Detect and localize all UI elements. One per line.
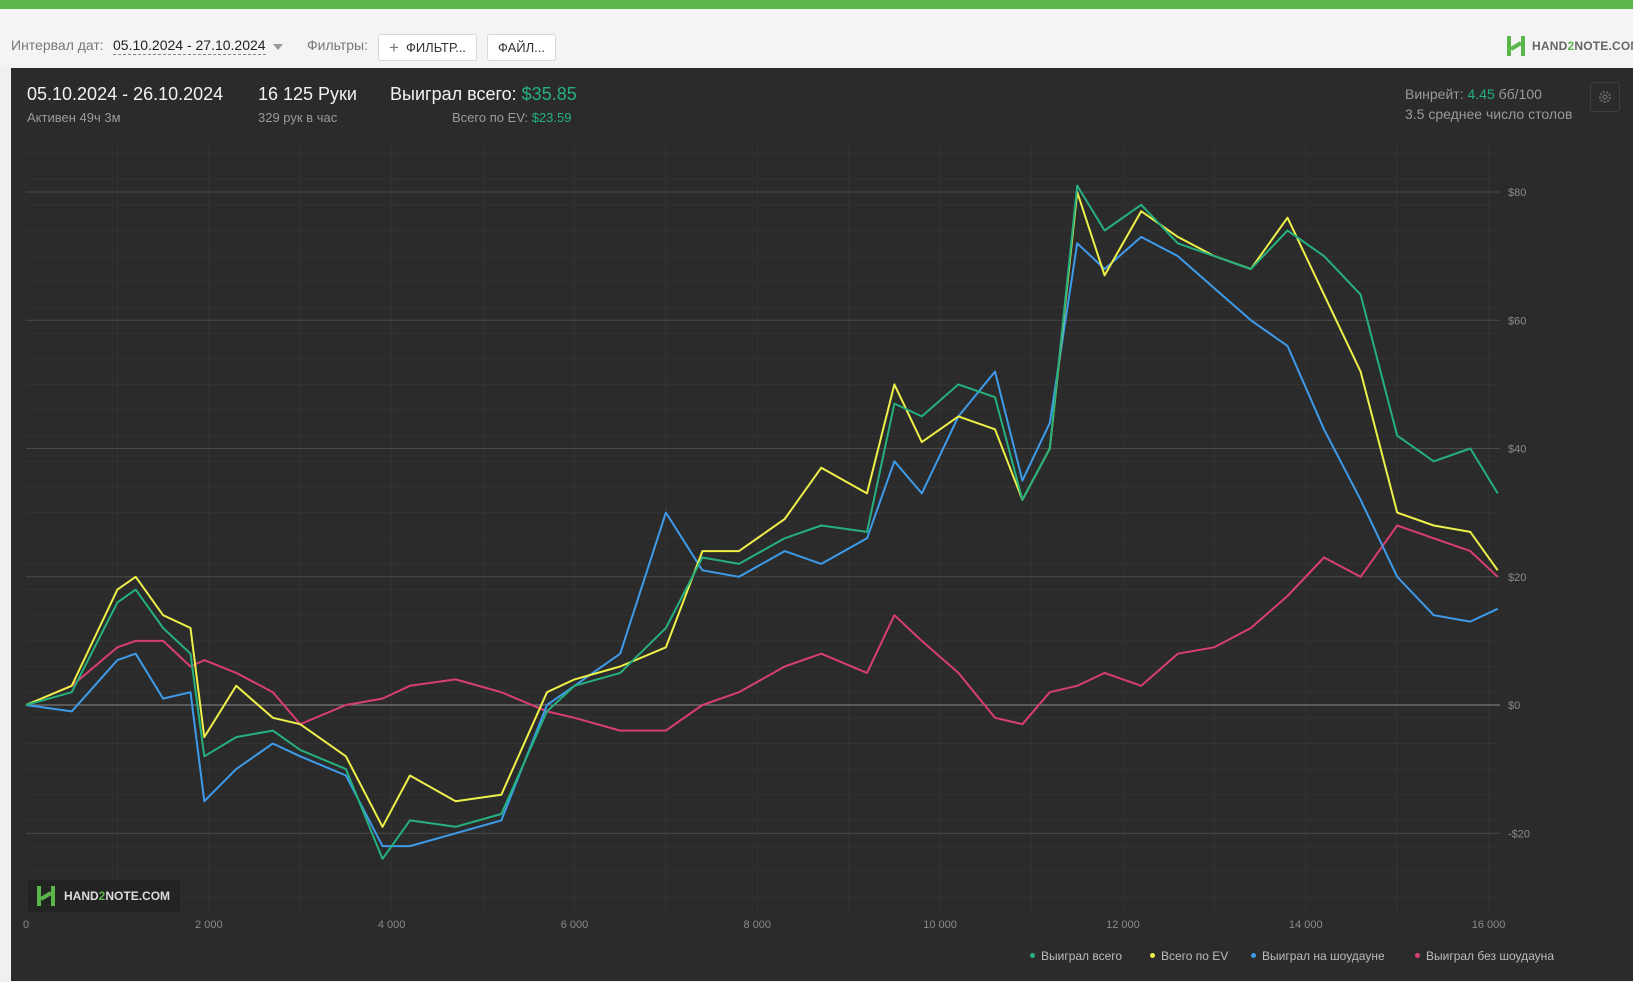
ev-total-value: $23.59 [531, 110, 572, 125]
series-line-3 [25, 524, 1499, 732]
brand-logo[interactable]: HAND2NOTE.COM [1506, 35, 1633, 57]
chevron-down-icon[interactable] [273, 44, 283, 50]
x-tick-label: 12 000 [1106, 919, 1140, 931]
legend-dot-icon [1030, 953, 1035, 959]
period-range: 05.10.2024 - 26.10.2024 [27, 84, 224, 104]
legend-dot-icon [1150, 953, 1155, 959]
settings-button[interactable] [1590, 82, 1620, 112]
legend-item[interactable]: Выиграл на шоудауне [1251, 949, 1385, 963]
date-interval-label: Интервал дат: [11, 37, 104, 53]
x-tick-label: 2 000 [195, 919, 223, 931]
active-time: Активен 49ч 3м [27, 110, 121, 125]
plus-icon: + [389, 38, 399, 57]
winrate-value: 4.45 [1467, 86, 1495, 102]
x-tick-label: 6 000 [561, 919, 589, 931]
watermark-logo: HAND2NOTE.COM [28, 880, 180, 912]
legend-item[interactable]: Выиграл всего [1030, 949, 1122, 963]
hands-per-hour: 329 рук в час [258, 110, 338, 125]
y-tick-label: $40 [1508, 444, 1526, 456]
add-filter-label: ФИЛЬТР... [405, 40, 466, 55]
winrate-label: Винрейт: [1405, 86, 1464, 102]
file-button-label: ФАЙЛ... [498, 40, 545, 55]
y-tick-label: $0 [1508, 700, 1520, 712]
legend-dot-icon [1415, 953, 1420, 959]
won-total-label: Выиграл всего: [390, 84, 517, 104]
series-line-0 [25, 184, 1499, 860]
x-tick-label: 10 000 [923, 919, 957, 931]
top-accent-bar [0, 0, 1633, 9]
y-tick-label: $60 [1508, 315, 1526, 327]
gear-icon [1599, 91, 1611, 103]
date-interval-selector[interactable]: 05.10.2024 - 27.10.2024 [113, 37, 266, 55]
ev-total-label: Всего по EV: [452, 110, 529, 125]
legend-label: Выиграл без шоудауна [1426, 949, 1554, 963]
legend-item[interactable]: Всего по EV [1150, 949, 1228, 963]
watermark-text: HAND2NOTE.COM [64, 889, 171, 903]
winrate-unit: бб/100 [1498, 86, 1542, 102]
won-total-value: $35.85 [521, 84, 577, 104]
y-tick-label: -$20 [1508, 828, 1530, 840]
add-filter-button[interactable]: + ФИЛЬТР... [378, 34, 477, 61]
file-button[interactable]: ФАЙЛ... [487, 34, 556, 61]
y-tick-label: $80 [1508, 187, 1526, 199]
toolbar: Интервал дат: 05.10.2024 - 27.10.2024 Фи… [0, 9, 1633, 67]
hands-count: 16 125 Руки [258, 84, 357, 104]
won-total: Выиграл всего: $35.85 [390, 84, 577, 105]
filters-label: Фильтры: [307, 37, 368, 53]
x-tick-label: 14 000 [1289, 919, 1323, 931]
ev-total: Всего по EV: $23.59 [452, 110, 571, 125]
x-tick-label: 8 000 [744, 919, 772, 931]
y-tick-label: $20 [1508, 572, 1526, 584]
legend-item[interactable]: Выиграл без шоудауна [1415, 949, 1554, 963]
brand-name: HAND2NOTE.COM [1532, 39, 1633, 53]
legend-label: Всего по EV [1161, 949, 1229, 963]
winrate: Винрейт: 4.45 бб/100 [1405, 86, 1542, 102]
legend-label: Выиграл на шоудауне [1262, 949, 1385, 963]
legend-label: Выиграл всего [1041, 949, 1123, 963]
legend-dot-icon [1251, 953, 1256, 959]
x-tick-label: 0 [23, 919, 29, 931]
x-tick-label: 4 000 [378, 919, 406, 931]
plot-area [26, 140, 1500, 912]
avg-tables: 3.5 среднее число столов [1405, 106, 1573, 122]
x-tick-label: 16 000 [1472, 919, 1506, 931]
series-line-2 [25, 235, 1499, 848]
h2n-logo-icon [1507, 36, 1525, 56]
h2n-watermark-icon [37, 886, 55, 906]
